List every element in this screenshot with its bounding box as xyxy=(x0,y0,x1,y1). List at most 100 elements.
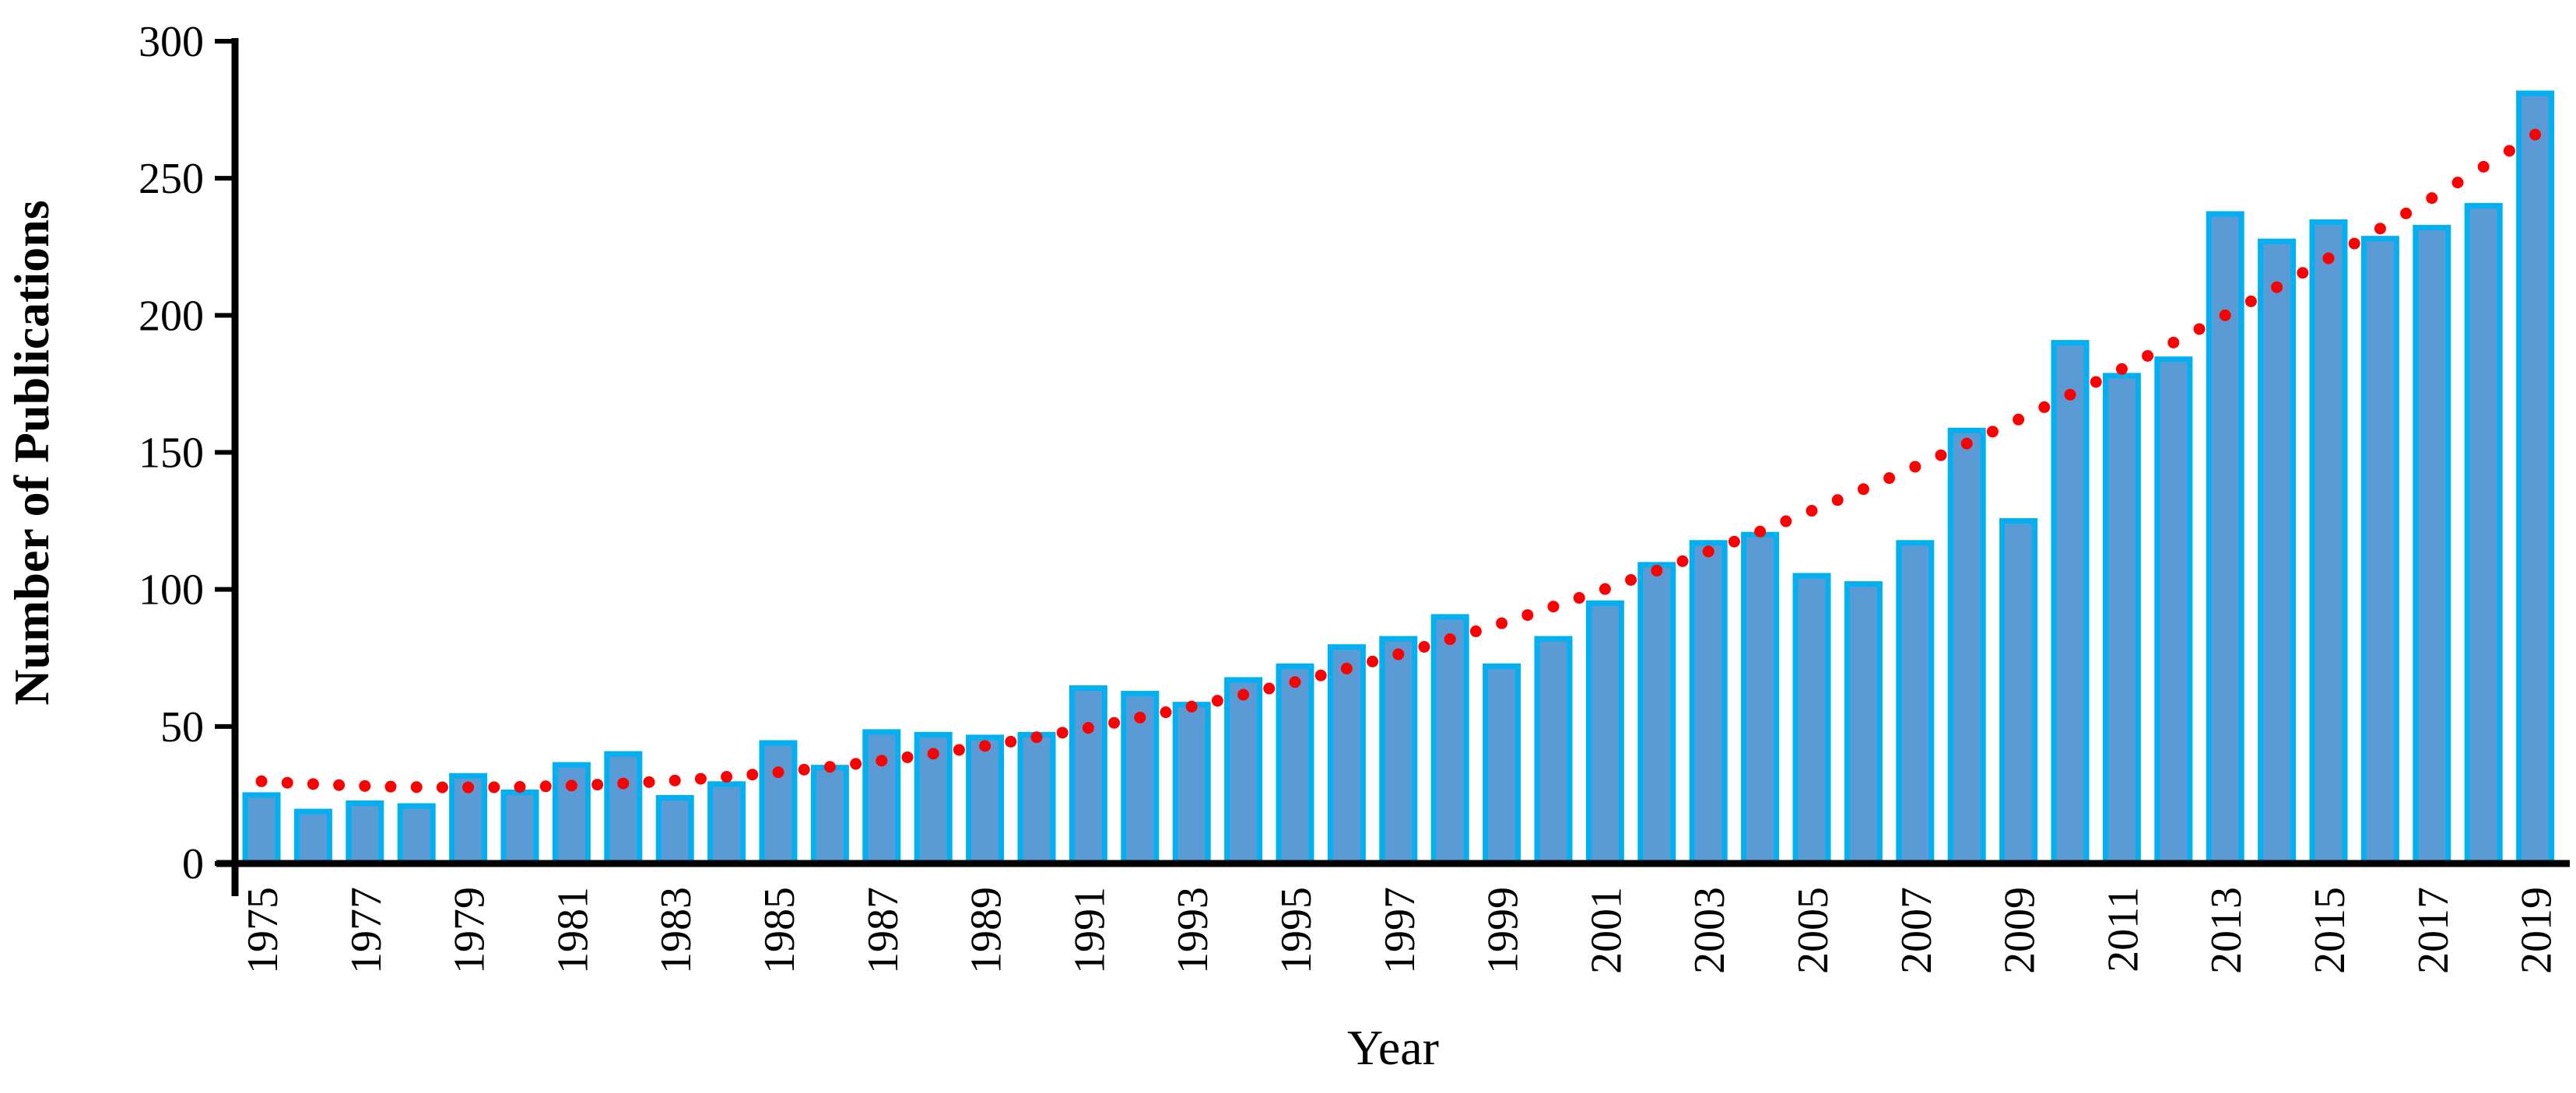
trendline-dot xyxy=(436,781,448,793)
bars-layer xyxy=(242,90,2555,867)
bar-2015 xyxy=(2309,219,2348,867)
trendline-dot xyxy=(1651,565,1663,577)
x-tick-label-1983: 1983 xyxy=(652,887,700,974)
trendline-dot xyxy=(1960,437,1973,450)
bar-2012 xyxy=(2154,356,2193,867)
x-tick-label-1993: 1993 xyxy=(1169,887,1217,974)
bar-1975 xyxy=(242,792,281,867)
trendline-dot xyxy=(1082,722,1094,734)
trendline-dot xyxy=(1134,711,1146,723)
trendline-dot xyxy=(2529,128,2542,141)
trendline-dot xyxy=(359,779,371,792)
trendline-dot xyxy=(1289,676,1301,688)
bar-1990 xyxy=(1017,731,1056,867)
trendline-dot xyxy=(1314,669,1327,681)
x-tick-label-2003: 2003 xyxy=(1686,887,1734,974)
trendline-dot xyxy=(1005,735,1017,748)
trendline-dot xyxy=(1469,625,1482,638)
trendline-dot xyxy=(823,761,836,773)
bar-1978 xyxy=(397,803,436,867)
trendline-dot xyxy=(2142,349,2154,362)
bar-2013 xyxy=(2206,211,2244,867)
bar-1981 xyxy=(552,762,591,867)
trendline-dot xyxy=(488,781,500,793)
x-tick-label-2001: 2001 xyxy=(1582,887,1630,974)
bar-2003 xyxy=(1689,540,1728,867)
trendline-dot xyxy=(1521,609,1534,622)
bar-1996 xyxy=(1327,644,1366,867)
trendline-dot xyxy=(1857,483,1869,496)
x-tick-label-1999: 1999 xyxy=(1479,887,1528,974)
x-tick-label-2017: 2017 xyxy=(2409,887,2458,974)
bar-1982 xyxy=(604,751,643,867)
trendline-dot xyxy=(565,779,577,792)
trendline-dot xyxy=(901,751,914,763)
trendline-dot xyxy=(2503,145,2515,157)
bar-1999 xyxy=(1483,663,1521,867)
bar-2009 xyxy=(1999,518,2038,867)
y-tick-label-100: 100 xyxy=(139,566,204,615)
trendline-dot xyxy=(2219,309,2231,321)
trendline-dot xyxy=(1754,525,1767,538)
x-tick-label-2011: 2011 xyxy=(2099,887,2147,972)
trendline-dot xyxy=(1728,535,1740,548)
trendline-dot xyxy=(2348,237,2360,250)
trendline-dot xyxy=(721,771,733,783)
bar-2005 xyxy=(1792,573,1831,867)
axis-layer xyxy=(215,38,2570,896)
trendline-dot xyxy=(979,740,991,752)
bar-1993 xyxy=(1172,702,1211,867)
trendline-dot xyxy=(1160,706,1172,719)
trendline-dot xyxy=(1392,648,1405,660)
x-tick-label-1995: 1995 xyxy=(1272,887,1321,974)
trendline-dot xyxy=(772,766,784,779)
trendline-dot xyxy=(798,763,810,776)
trendline-dot xyxy=(1211,695,1223,707)
trendline-dot xyxy=(255,775,268,787)
trendline-dot xyxy=(384,780,397,793)
bar-1987 xyxy=(862,729,901,867)
trendline-dot xyxy=(462,781,475,793)
trendline-dot xyxy=(617,777,630,790)
trendline-dot xyxy=(2322,252,2335,264)
trendline-dot xyxy=(2400,207,2413,219)
bar-2016 xyxy=(2360,236,2399,867)
bar-1977 xyxy=(346,800,384,867)
trendline-dot xyxy=(1056,727,1069,739)
trendline-dot xyxy=(2374,222,2386,235)
bar-1985 xyxy=(759,740,798,867)
trendline-dot xyxy=(2090,376,2102,388)
trendline-dot xyxy=(591,779,604,791)
trendline-dot xyxy=(281,776,293,789)
trendline-dot xyxy=(850,758,862,770)
trendline-dot xyxy=(1496,617,1508,629)
bar-2018 xyxy=(2464,202,2503,867)
trendline-dot xyxy=(1444,633,1456,646)
x-tick-label-1985: 1985 xyxy=(756,887,804,974)
trendline-dot xyxy=(1676,555,1689,567)
trendline-dot xyxy=(2477,160,2490,173)
x-tick-label-1987: 1987 xyxy=(859,887,907,974)
trendline-dot xyxy=(876,755,888,767)
trendline-dot xyxy=(2297,267,2309,279)
trendline-dot xyxy=(410,781,423,793)
trendline-dot xyxy=(1237,688,1250,701)
trendline-dot xyxy=(1340,662,1353,674)
x-tick-label-1989: 1989 xyxy=(963,887,1011,974)
tick-label-layer: 0 50 100 150 200 250 300 1975 1977 1979 1981 1983 19… xyxy=(139,18,2561,974)
trendline-dot xyxy=(2244,295,2257,307)
trendline-dot xyxy=(539,780,552,793)
bar-2017 xyxy=(2413,225,2451,867)
bar-2004 xyxy=(1741,531,1780,867)
bar-1998 xyxy=(1430,614,1469,867)
bar-1976 xyxy=(293,808,332,867)
bar-1984 xyxy=(707,781,746,867)
bar-1997 xyxy=(1379,636,1418,867)
x-tick-label-1991: 1991 xyxy=(1065,887,1114,974)
bar-2001 xyxy=(1585,600,1624,867)
bar-1986 xyxy=(810,765,849,867)
x-tick-label-1997: 1997 xyxy=(1376,887,1424,974)
trendline-dot xyxy=(1806,505,1818,517)
bar-2011 xyxy=(2102,373,2141,867)
